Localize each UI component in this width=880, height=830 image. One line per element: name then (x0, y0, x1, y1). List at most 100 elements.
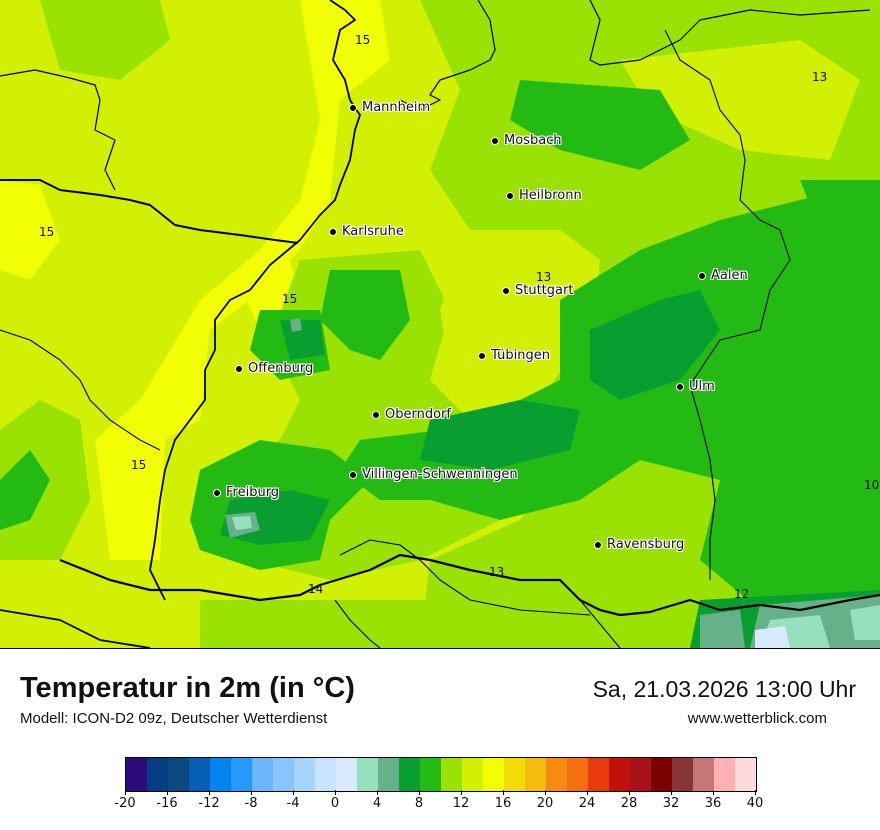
legend-tick-label: -20 (114, 796, 136, 811)
city-dot-icon (329, 227, 337, 236)
contour-label: 12 (734, 587, 750, 601)
legend-swatch (609, 758, 630, 791)
map-title: Temperatur in 2m (in °C) (20, 672, 355, 704)
legend-tick-mark (545, 790, 546, 795)
legend-swatch (420, 758, 441, 791)
legend-tick-label: 36 (704, 796, 722, 811)
legend-ticks: -20 -16 -12 -8 -4 0 4 8 12 16 20 24 28 32 36 40 (114, 790, 763, 820)
contour-label: 15 (131, 458, 147, 472)
contour-label: 10 (864, 478, 880, 492)
legend-swatch (336, 758, 357, 791)
legend-tick-mark (629, 790, 630, 795)
legend-swatch (462, 758, 483, 791)
legend-swatch (378, 758, 399, 791)
legend-tick-mark (251, 790, 252, 795)
legend-tick-label: 40 (746, 796, 764, 811)
legend-swatch (672, 758, 693, 791)
legend-tick-label: 4 (372, 796, 382, 811)
city-dot-icon (676, 382, 684, 391)
city-dot-icon (506, 191, 514, 200)
legend-swatch (273, 758, 294, 791)
legend-tick-mark (587, 790, 588, 795)
city-dot-icon (698, 271, 706, 280)
legend-swatch (252, 758, 273, 791)
city-marker-freiburg: Freiburg (213, 485, 279, 500)
city-dot-icon (478, 351, 486, 360)
contour-label: 13 (812, 70, 828, 84)
city-marker-mannheim: Mannheim (349, 100, 430, 115)
city-dot-icon (491, 136, 499, 145)
legend-swatch (147, 758, 168, 791)
legend-swatch (735, 758, 756, 791)
legend-tick-mark (713, 790, 714, 795)
city-marker-offenburg: Offenburg (235, 361, 313, 376)
legend-swatch (441, 758, 462, 791)
city-dot-icon (349, 103, 357, 112)
model-source: Modell: ICON-D2 09z, Deutscher Wetterdie… (20, 710, 328, 727)
color-scale-legend (125, 757, 757, 792)
legend-swatch (357, 758, 378, 791)
legend-swatch (294, 758, 315, 791)
legend-tick-mark (377, 790, 378, 795)
city-marker-stuttgart: Stuttgart (502, 283, 573, 298)
legend-swatch (651, 758, 672, 791)
legend-swatch (210, 758, 231, 791)
legend-tick-mark (209, 790, 210, 795)
legend-tick-label: 20 (536, 796, 554, 811)
legend-tick-label: 28 (620, 796, 638, 811)
city-dot-icon (372, 410, 380, 419)
legend-tick-mark (293, 790, 294, 795)
legend-swatch (714, 758, 735, 791)
legend-tick-mark (419, 790, 420, 795)
city-marker-mosbach: Mosbach (491, 133, 562, 148)
city-dot-icon (502, 286, 510, 295)
legend-swatch (126, 758, 147, 791)
legend-tick-mark (671, 790, 672, 795)
legend-tick-label: -16 (156, 796, 178, 811)
contour-label: 15 (39, 225, 55, 239)
legend-swatch (483, 758, 504, 791)
legend-swatch (504, 758, 525, 791)
website-credit: www.wetterblick.com (687, 710, 827, 727)
legend-tick-label: 32 (662, 796, 680, 811)
legend-tick-label: 12 (452, 796, 470, 811)
legend-tick-label: 16 (494, 796, 512, 811)
legend-swatch (231, 758, 252, 791)
city-marker-oberndorf: Oberndorf (372, 407, 451, 422)
city-marker-tuebingen: Tübingen (478, 348, 550, 363)
legend-swatch (168, 758, 189, 791)
city-marker-aalen: Aalen (698, 268, 748, 283)
legend-tick-mark (461, 790, 462, 795)
legend-tick-label: 24 (578, 796, 596, 811)
temperature-map: Mannheim Mosbach Heilbronn Karlsruhe Aal… (0, 0, 880, 649)
city-dot-icon (349, 470, 357, 479)
legend-swatch (399, 758, 420, 791)
city-marker-ulm: Ulm (676, 379, 715, 394)
legend-tick-mark (125, 790, 126, 795)
legend-tick-mark (755, 790, 756, 795)
contour-label: 13 (536, 270, 552, 284)
legend-tick-mark (335, 790, 336, 795)
legend-swatch (315, 758, 336, 791)
legend-tick-mark (503, 790, 504, 795)
legend-tick-mark (167, 790, 168, 795)
legend-swatch (693, 758, 714, 791)
legend-tick-label: 0 (330, 796, 340, 811)
temperature-field (0, 0, 880, 648)
contour-label: 15 (355, 33, 371, 47)
legend-swatch (546, 758, 567, 791)
legend-tick-label: -4 (286, 796, 300, 811)
contour-label: 14 (308, 582, 324, 596)
legend-swatch (567, 758, 588, 791)
legend-tick-label: 8 (414, 796, 424, 811)
contour-label: 15 (282, 292, 298, 306)
city-marker-ravensburg: Ravensburg (594, 537, 684, 552)
legend-swatch (630, 758, 651, 791)
forecast-datetime: Sa, 21.03.2026 13:00 Uhr (592, 676, 856, 702)
legend-tick-label: -12 (198, 796, 220, 811)
city-dot-icon (594, 540, 602, 549)
contour-label: 13 (489, 565, 505, 579)
city-marker-heilbronn: Heilbronn (506, 188, 582, 203)
legend-swatch (189, 758, 210, 791)
legend-tick-label: -8 (244, 796, 258, 811)
